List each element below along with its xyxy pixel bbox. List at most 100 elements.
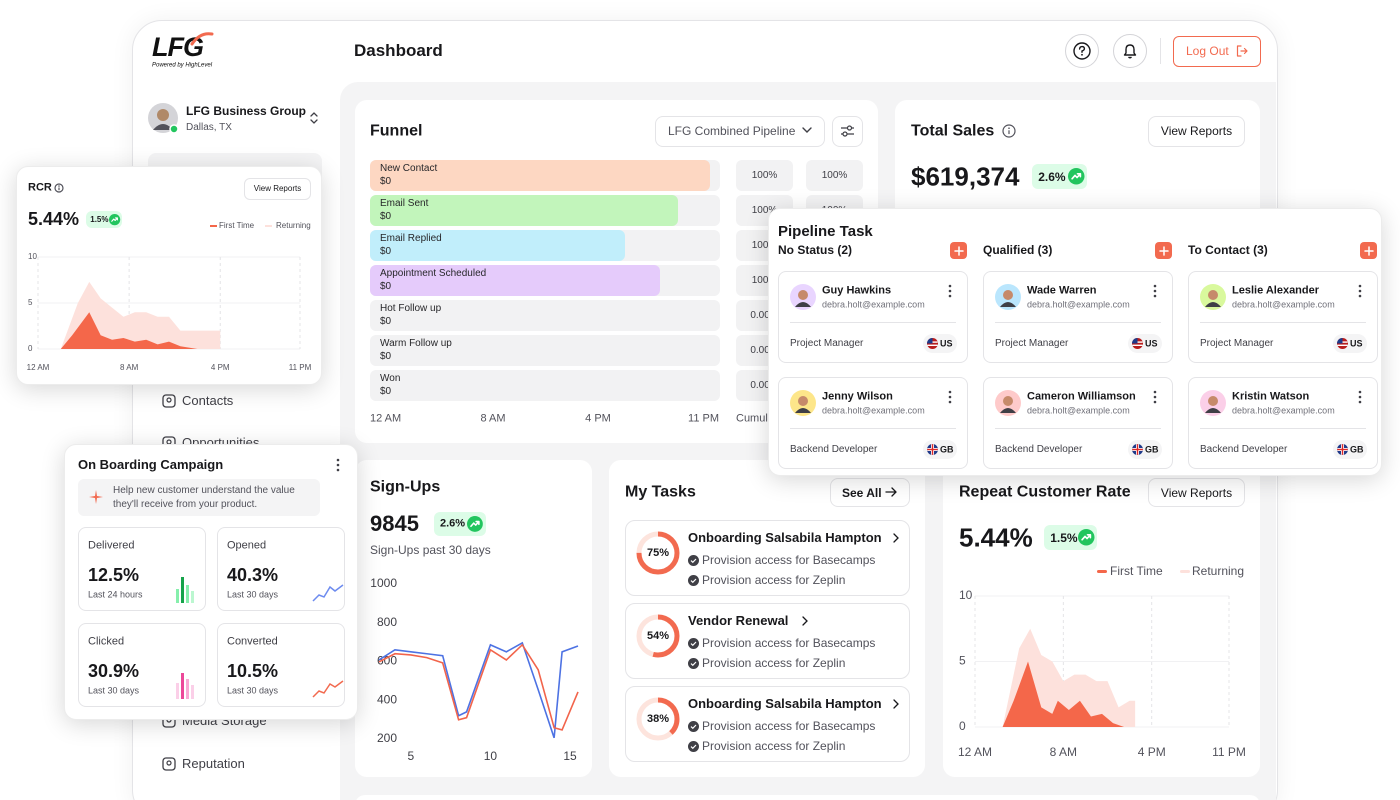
see-all-label: See All <box>842 485 882 500</box>
check-icon-part <box>690 744 697 749</box>
stat-sparkline-part <box>312 680 344 698</box>
trend-icon <box>1067 168 1084 185</box>
notifications-button[interactable] <box>1113 34 1147 68</box>
stat-sparkline-part <box>191 685 194 699</box>
y-tick-label: 5 <box>28 298 33 307</box>
onboarding-tip <box>78 479 320 516</box>
plus-icon <box>1158 245 1169 256</box>
progress-label: 75% <box>647 547 669 559</box>
stat-sparkline-part <box>176 683 179 699</box>
more-icon[interactable] <box>1153 284 1157 298</box>
legend-swatch <box>265 225 272 227</box>
see-all-button[interactable] <box>830 478 910 507</box>
stage-name: Warm Follow up <box>380 338 452 349</box>
stage-rate: 0.00% <box>750 344 779 356</box>
task-title: Onboarding Salsabila Hampton <box>688 696 882 712</box>
country-flag-part <box>927 338 933 344</box>
card-divider <box>1200 428 1366 429</box>
funnel-title: Funnel <box>370 122 423 140</box>
contact-avatar <box>790 390 816 416</box>
legend-swatch <box>210 225 217 227</box>
nav-item[interactable]: Contacts <box>182 393 234 409</box>
more-icon[interactable] <box>948 390 952 404</box>
country-flag-part <box>1337 338 1343 344</box>
more-icon[interactable] <box>336 458 340 472</box>
pipeline-select-label: LFG Combined Pipeline <box>668 123 796 138</box>
contact-avatar-part <box>1003 396 1013 406</box>
logout-icon <box>1236 45 1248 57</box>
more-icon[interactable] <box>1153 390 1157 404</box>
filter-button[interactable] <box>832 116 863 147</box>
more-icon-part <box>1358 294 1362 298</box>
view-reports-button[interactable] <box>1148 478 1245 507</box>
y-tick-label: 10 <box>959 588 973 602</box>
stage-track <box>370 370 720 401</box>
line-series <box>378 641 579 739</box>
account-switcher[interactable] <box>309 111 319 125</box>
stat-period: Last 30 days <box>227 589 279 600</box>
more-icon[interactable] <box>948 284 952 298</box>
filter-icon-part <box>846 125 853 131</box>
country-flag-part <box>1337 448 1348 451</box>
info-icon-part <box>1008 127 1010 129</box>
trend-icon <box>467 516 484 532</box>
contact-email: debra.holt@example.com <box>822 299 925 310</box>
task-item[interactable] <box>625 520 910 596</box>
chevron-right-part <box>893 533 899 543</box>
contact-avatar-part <box>1000 302 1016 307</box>
more-icon-part <box>1358 395 1362 399</box>
more-icon-part <box>948 395 952 399</box>
trend-icon-part <box>470 520 480 528</box>
funnel-axis-label: 12 AM <box>370 412 402 425</box>
account-name: LFG Business Group <box>186 103 307 118</box>
onboarding-title: On Boarding Campaign <box>78 457 224 473</box>
check-icon <box>688 554 699 566</box>
x-tick-label: 11 PM <box>1212 745 1246 759</box>
view-reports-button[interactable] <box>244 178 311 200</box>
pipeline-select[interactable] <box>655 116 825 147</box>
stage-bar <box>370 160 710 191</box>
more-icon-part <box>336 463 340 467</box>
task-subitem: Provision access for Zeplin <box>702 572 846 587</box>
trend-icon <box>108 213 120 226</box>
help-button[interactable] <box>1065 34 1099 68</box>
x-tick-label: 11 PM <box>289 363 312 372</box>
change-value: 1.5% <box>1050 530 1078 545</box>
task-item[interactable] <box>625 603 910 679</box>
sign-ups-title: Sign-Ups <box>370 478 441 496</box>
contact-avatar <box>1200 284 1226 310</box>
task-progress: 54% <box>636 614 680 658</box>
stage-rate-box <box>736 160 793 191</box>
area-series <box>1002 661 1125 727</box>
more-icon[interactable] <box>1358 390 1362 404</box>
country-flag-part <box>1132 344 1143 346</box>
y-tick-label: 5 <box>959 654 966 668</box>
check-icon-part <box>690 661 697 666</box>
contact-role: Backend Developer <box>995 444 1083 455</box>
x-tick-label: 4 PM <box>211 363 230 372</box>
y-tick-label: 1000 <box>370 576 397 590</box>
stat-value: 40.3% <box>227 565 279 586</box>
country-flag <box>1132 338 1143 349</box>
more-icon-part <box>336 468 340 472</box>
funnel-axis-label: 11 PM <box>688 412 719 425</box>
more-icon-part <box>948 284 952 288</box>
stage-amount: $0 <box>380 351 392 362</box>
nav-item[interactable]: Reputation <box>182 756 245 772</box>
stage-track <box>370 300 720 331</box>
more-icon[interactable] <box>1358 284 1362 298</box>
progress-arc <box>636 531 680 575</box>
y-tick-label: 400 <box>377 692 397 706</box>
view-reports-button[interactable] <box>1148 116 1245 147</box>
more-icon-part <box>1358 390 1362 394</box>
stage-amount: $0 <box>380 281 392 292</box>
stat-period: Last 30 days <box>227 685 279 696</box>
card-divider <box>995 428 1161 429</box>
task-item[interactable] <box>625 686 910 762</box>
more-icon-part <box>1153 390 1157 394</box>
country-flag <box>1337 444 1348 455</box>
contact-avatar-part <box>798 396 808 406</box>
check-icon-part <box>690 724 697 729</box>
more-icon-part <box>1153 395 1157 399</box>
check-icon-part <box>688 657 699 669</box>
